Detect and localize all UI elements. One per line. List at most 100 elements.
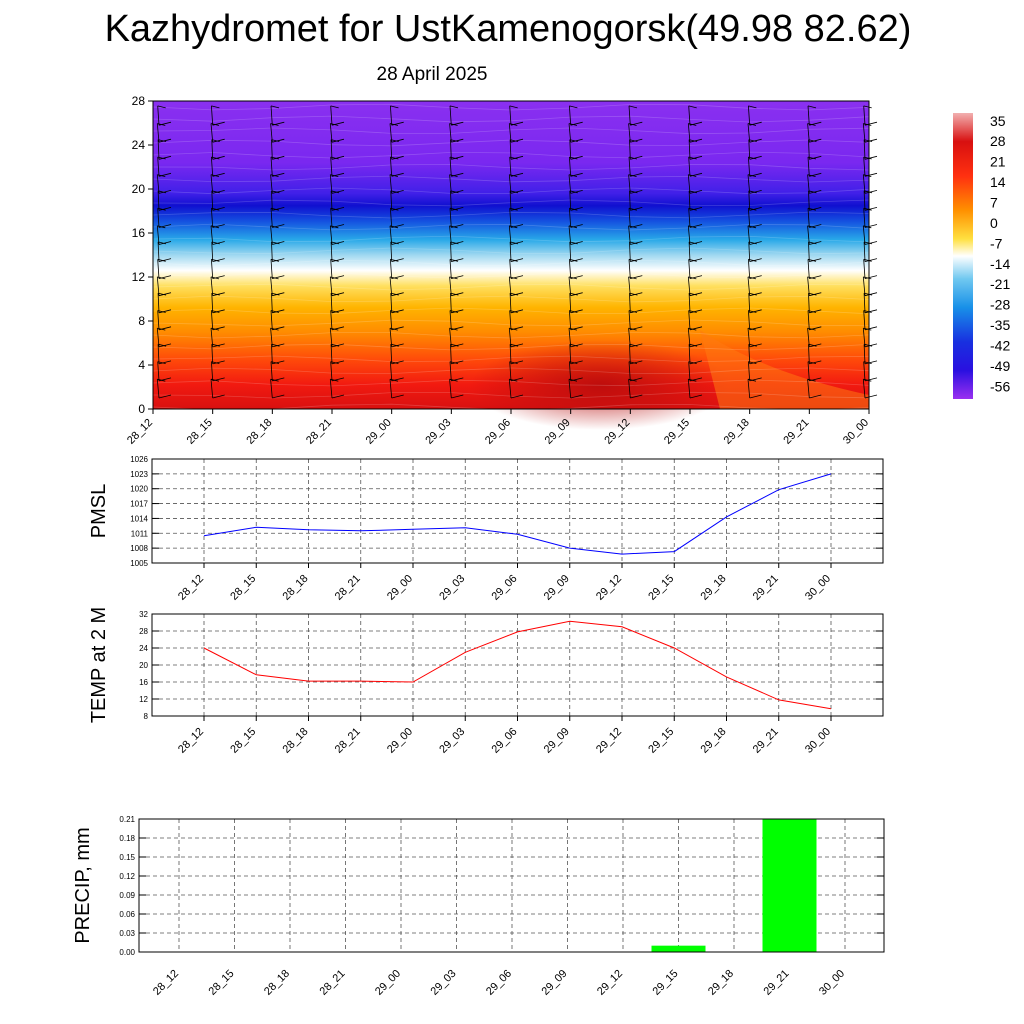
pmsl-time-tick-label: 29_12 (594, 573, 624, 603)
time-tick-label: 29_18 (722, 417, 752, 447)
pmsl-y-tick-label: 1023 (130, 470, 148, 479)
height-tick-label: 20 (132, 182, 146, 196)
precip-y-tick-label: 0.06 (119, 910, 135, 919)
pmsl-y-tick-label: 1026 (130, 455, 148, 464)
colorbar-label: 14 (990, 174, 1006, 190)
wind-barb (271, 139, 285, 160)
precip-axis-label: PRECIP, mm (72, 827, 94, 943)
pmsl-axis-label: PMSL (88, 484, 110, 538)
wind-barb (330, 105, 345, 126)
isotherm-contour (152, 367, 870, 375)
precip-time-tick-label: 29_15 (651, 968, 681, 998)
temp-y-tick-label: 8 (144, 712, 149, 721)
height-tick-label: 4 (138, 358, 145, 372)
isotherm-contour (152, 259, 870, 267)
height-tick-label: 12 (132, 270, 146, 284)
wind-barb (330, 292, 345, 314)
temp-time-tick-label: 28_12 (176, 726, 206, 756)
temp-time-tick-label: 29_15 (646, 726, 676, 756)
temp-time-tick-label: 29_06 (490, 726, 520, 756)
time-tick-label: 29_00 (364, 417, 394, 447)
height-tick-label: 0 (138, 402, 145, 416)
precip-time-tick-label: 29_03 (429, 968, 459, 998)
colorbar-label: -49 (990, 358, 1010, 374)
precip-time-tick-label: 29_12 (595, 968, 625, 998)
temp-y-tick-label: 28 (139, 627, 148, 636)
height-tick-label: 8 (138, 314, 145, 328)
temp-time-tick-label: 29_00 (385, 726, 415, 756)
wind-barb (211, 241, 225, 262)
wind-barb (688, 241, 703, 262)
wind-barb (863, 190, 878, 211)
pmsl-time-tick-label: 28_21 (333, 573, 363, 603)
wind-barb (390, 139, 404, 160)
precip-y-tick-label: 0.18 (119, 834, 135, 843)
isotherm-contour (152, 211, 870, 219)
temp-time-tick-label: 28_18 (281, 726, 311, 756)
wind-barb (271, 343, 285, 365)
wind-barb (629, 241, 643, 262)
temp-time-tick-label: 29_03 (437, 726, 467, 756)
colorbar-label: -21 (990, 276, 1010, 292)
wind-barb (509, 139, 524, 160)
precip-y-tick-label: 0.12 (119, 872, 135, 881)
pmsl-time-tick-label: 29_06 (490, 573, 520, 603)
pmsl-y-tick-label: 1008 (130, 544, 148, 553)
temp-y-tick-label: 12 (139, 695, 148, 704)
wind-barb (390, 292, 404, 314)
wind-barb (748, 105, 762, 126)
pmsl-panel-frame (151, 458, 884, 564)
wind-barb (509, 190, 524, 211)
precip-time-tick-label: 28_15 (207, 968, 237, 998)
wind-barb (863, 139, 878, 160)
isotherm-contour (152, 127, 870, 135)
wind-barb (688, 292, 703, 314)
pmsl-y-tick-label: 1020 (130, 485, 148, 494)
wind-barb (450, 292, 464, 314)
wind-barb (211, 292, 225, 314)
pmsl-time-tick-label: 29_03 (437, 573, 467, 603)
temp-panel-frame (151, 613, 884, 717)
temp-axis-label: TEMP at 2 M (88, 607, 110, 723)
temp-time-tick-label: 29_09 (542, 726, 572, 756)
wind-barb (330, 139, 345, 160)
wind-barb (569, 190, 583, 211)
pmsl-time-tick-label: 28_18 (281, 573, 311, 603)
precip-bar (762, 819, 817, 952)
pmsl-y-tick-label: 1011 (131, 529, 149, 538)
colorbar-label: 21 (990, 154, 1006, 170)
pmsl-y-tick-label: 1014 (130, 514, 148, 523)
precip-time-tick-label: 29_06 (484, 968, 514, 998)
precip-time-tick-label: 30_00 (817, 968, 847, 998)
colorbar-label: 7 (990, 194, 998, 210)
isotherm-contour (152, 331, 870, 339)
wind-barb (271, 190, 285, 211)
isotherm-contour (152, 295, 870, 303)
wind-barb (509, 292, 524, 314)
pmsl-time-tick-label: 29_15 (646, 573, 676, 603)
time-tick-label: 28_15 (185, 417, 215, 447)
wind-barb (569, 241, 583, 262)
wind-barb (808, 139, 822, 160)
warm-core-shading (470, 340, 730, 430)
precip-time-tick-label: 29_00 (373, 968, 403, 998)
wind-barb (270, 105, 285, 126)
wind-barb (390, 241, 404, 262)
wind-barb (157, 190, 172, 211)
wind-barb (863, 292, 878, 314)
wind-barb (157, 139, 172, 160)
temp-time-tick-label: 29_21 (751, 726, 781, 756)
time-tick-label: 28_21 (304, 417, 334, 447)
temp-time-tick-label: 30_00 (803, 726, 833, 756)
precip-y-tick-label: 0.21 (119, 815, 135, 824)
temp-time-tick-label: 28_21 (333, 726, 363, 756)
wind-barb (211, 139, 225, 160)
colorbar-label: -42 (990, 337, 1010, 353)
wind-barb (390, 190, 404, 211)
precip-time-tick-label: 29_09 (540, 968, 570, 998)
wind-barb (569, 292, 583, 314)
wind-barb (450, 343, 464, 365)
precip-y-tick-label: 0.03 (119, 929, 135, 938)
